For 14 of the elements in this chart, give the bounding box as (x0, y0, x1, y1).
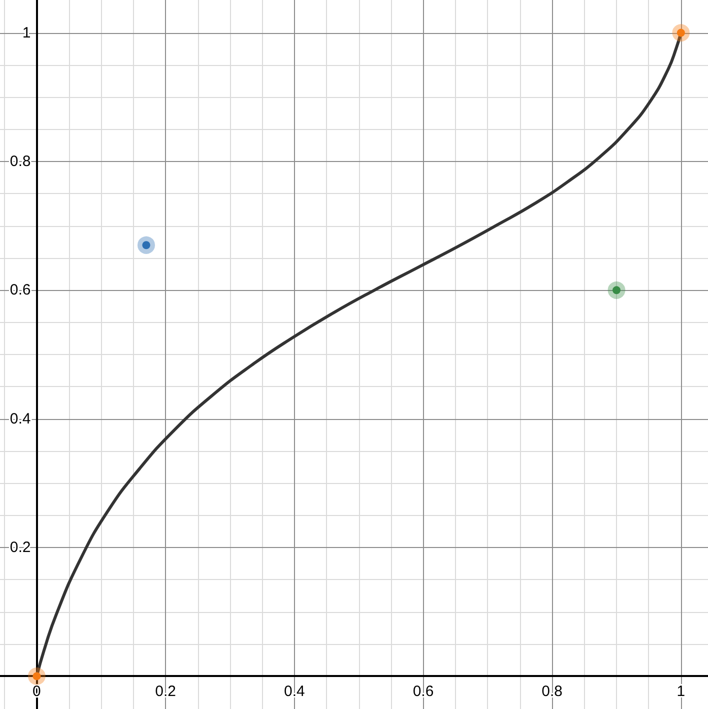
y-tick-label: 0.2 (10, 539, 31, 556)
y-tick-label: 1 (22, 24, 31, 42)
y-tick-label: 0.4 (10, 410, 31, 428)
y-tick-label: 0.6 (10, 282, 31, 299)
point (28, 667, 46, 685)
x-tick-label: 0.6 (412, 683, 434, 700)
point (137, 236, 155, 254)
x-tick-label: 0.2 (155, 683, 176, 700)
x-tick-label: 1 (676, 683, 686, 700)
point (608, 281, 626, 299)
x-tick-label: 0.4 (284, 683, 305, 700)
x-tick-label: 0.8 (542, 683, 563, 700)
point (672, 24, 690, 42)
y-tick-label: 0.8 (10, 152, 31, 170)
